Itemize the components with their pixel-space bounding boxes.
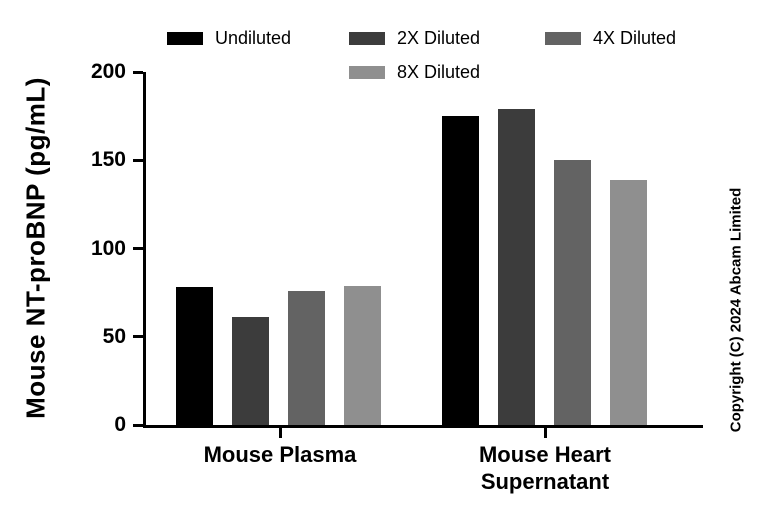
y-axis-tick [133, 70, 143, 74]
legend-swatch-icon [349, 66, 385, 79]
legend-swatch-icon [545, 32, 581, 45]
y-axis-tick [133, 335, 143, 339]
bar [232, 317, 269, 425]
bar [442, 116, 479, 425]
bar-group [176, 285, 381, 425]
bar [554, 160, 591, 425]
y-axis-tick [133, 158, 143, 162]
legend-label: 2X Diluted [397, 28, 481, 48]
bar [176, 287, 213, 425]
y-tick-label: 50 [102, 324, 126, 348]
bar [288, 290, 325, 425]
y-tick-label: 150 [90, 148, 126, 172]
x-category-label: Mouse Heart Supernatant [478, 442, 612, 494]
y-axis-tick [133, 423, 143, 427]
bar [610, 179, 647, 425]
legend-item: 4X Diluted [545, 28, 676, 49]
legend-swatch-icon [167, 32, 203, 45]
legend-label: 4X Diluted [593, 28, 677, 48]
x-axis-tick [278, 428, 282, 438]
bar [498, 109, 535, 425]
legend-item: 8X Diluted [349, 62, 545, 83]
legend-item: Undiluted [167, 28, 349, 49]
y-tick-label: 0 [114, 413, 126, 436]
plot-area: 0 50 100 150 200 Mouse Plasma Mouse Heart Supe… [91, 60, 703, 494]
legend: Undiluted 2X Diluted 4X Diluted 8X Diluted [167, 28, 676, 83]
legend-label: 8X Diluted [397, 62, 481, 82]
legend-item: 2X Diluted [349, 28, 545, 49]
y-tick-label: 200 [90, 60, 126, 83]
x-axis-tick [543, 428, 547, 438]
copyright-text: Copyright (C) 2024 Abcam Limited [727, 187, 745, 433]
y-axis-tick [133, 247, 143, 250]
legend-swatch-icon [349, 32, 385, 45]
x-category-label: Mouse Plasma [203, 442, 357, 467]
y-axis-title: Mouse NT-proBNP (pg/mL) [20, 77, 51, 419]
bar-group [442, 109, 647, 425]
y-tick-label: 100 [90, 236, 126, 260]
bar [344, 285, 381, 425]
legend-label: Undiluted [215, 28, 292, 48]
